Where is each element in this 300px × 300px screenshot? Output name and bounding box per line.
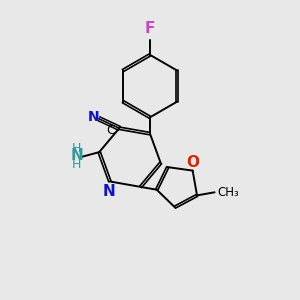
Text: C: C — [106, 124, 115, 136]
Text: CH₃: CH₃ — [217, 186, 239, 199]
Text: O: O — [187, 155, 200, 170]
Text: H: H — [72, 142, 81, 155]
Text: N: N — [88, 110, 100, 124]
Text: N: N — [103, 184, 116, 199]
Text: H: H — [72, 158, 81, 171]
Text: F: F — [145, 22, 155, 37]
Text: N: N — [70, 148, 83, 163]
